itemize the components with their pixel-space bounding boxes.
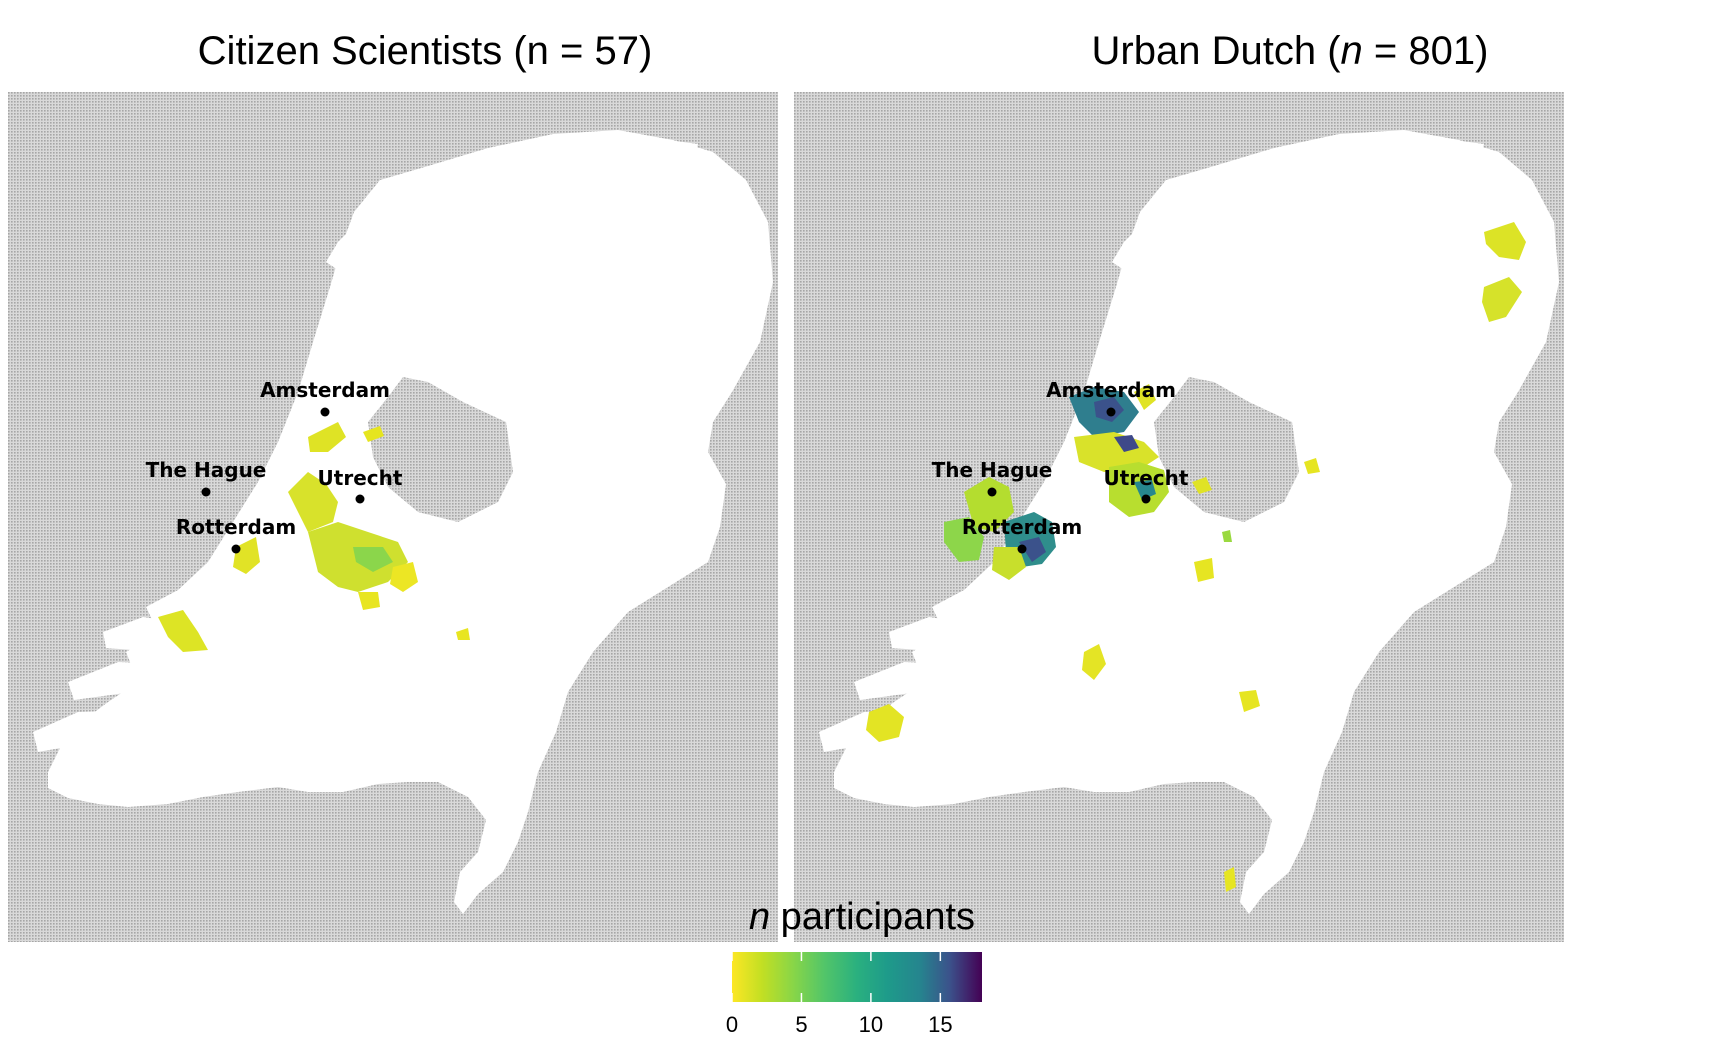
svg-text:The Hague: The Hague bbox=[146, 458, 267, 482]
city-the-hague: The Hague bbox=[932, 458, 1053, 497]
svg-text:Amsterdam: Amsterdam bbox=[1046, 378, 1176, 402]
city-markers: Amsterdam The Hague Utrecht Rotterdam bbox=[146, 378, 403, 554]
city-utrecht: Utrecht bbox=[1104, 466, 1189, 504]
panel-title-citizen-scientists: Citizen Scientists (n = 57) bbox=[198, 29, 653, 73]
legend-tick-label: 10 bbox=[859, 1012, 883, 1037]
city-amsterdam: Amsterdam bbox=[1046, 378, 1176, 417]
legend-ticks: 0 5 10 15 bbox=[726, 952, 953, 1037]
participant-regions bbox=[158, 422, 470, 652]
svg-text:Amsterdam: Amsterdam bbox=[260, 378, 390, 402]
color-legend: n participants 0 5 10 15 bbox=[726, 896, 982, 1037]
legend-title-italic: n bbox=[749, 896, 770, 938]
city-amsterdam: Amsterdam bbox=[260, 378, 390, 417]
panel-title-urban-dutch: Urban Dutch (n = 801) bbox=[1092, 29, 1489, 73]
participant-regions bbox=[866, 222, 1526, 892]
svg-text:Utrecht: Utrecht bbox=[1104, 466, 1189, 490]
legend-tick-label: 0 bbox=[726, 1012, 738, 1037]
svg-text:Rotterdam: Rotterdam bbox=[176, 515, 296, 539]
map-panel-citizen-scientists: Amsterdam The Hague Utrecht Rotterdam bbox=[8, 92, 778, 942]
city-markers: Amsterdam The Hague Utrecht Rotterdam bbox=[932, 378, 1189, 554]
legend-title-rest: participants bbox=[770, 896, 975, 938]
svg-text:Utrecht: Utrecht bbox=[318, 466, 403, 490]
city-rotterdam: Rotterdam bbox=[176, 515, 296, 554]
title-suffix: = 801) bbox=[1363, 29, 1489, 73]
map-panel-urban-dutch: Amsterdam The Hague Utrecht Rotterdam bbox=[794, 92, 1564, 942]
svg-text:Rotterdam: Rotterdam bbox=[962, 515, 1082, 539]
legend-tick-label: 5 bbox=[795, 1012, 807, 1037]
city-the-hague: The Hague bbox=[146, 458, 267, 497]
title-prefix: Urban Dutch ( bbox=[1092, 29, 1342, 73]
legend-colorbar bbox=[732, 952, 982, 1002]
title-italic-n: n bbox=[1341, 29, 1363, 73]
city-rotterdam: Rotterdam bbox=[962, 515, 1082, 554]
city-utrecht: Utrecht bbox=[318, 466, 403, 504]
svg-text:The Hague: The Hague bbox=[932, 458, 1053, 482]
legend-tick-label: 15 bbox=[928, 1012, 952, 1037]
legend-title: n participants bbox=[749, 896, 975, 938]
